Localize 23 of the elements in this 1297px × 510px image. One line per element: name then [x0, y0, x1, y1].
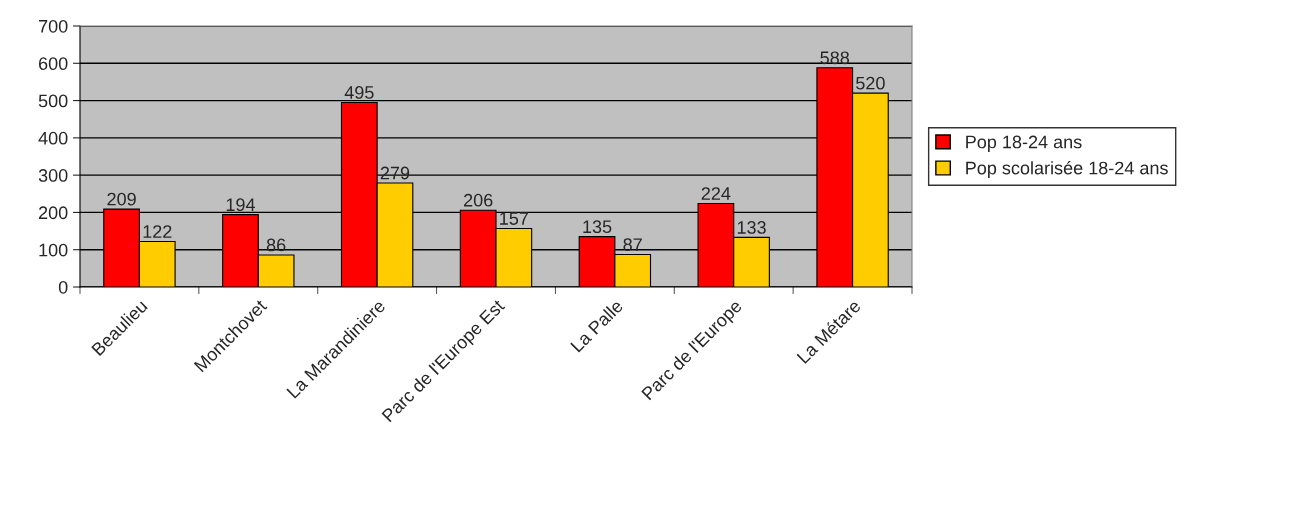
y-tick-label: 500 — [38, 94, 68, 108]
data-label: 194 — [226, 198, 255, 212]
y-tick-label: 600 — [38, 57, 68, 71]
data-label: 86 — [266, 238, 286, 252]
data-label: 133 — [737, 221, 766, 234]
data-label: 520 — [856, 76, 885, 90]
y-tick-label: 700 — [39, 19, 68, 33]
data-label: 224 — [701, 187, 731, 200]
data-label: 87 — [623, 238, 642, 251]
data-label: 588 — [820, 51, 850, 65]
y-tick-label: 300 — [38, 169, 68, 182]
data-label: 122 — [143, 225, 172, 238]
legend-label: Pop 18-24 ans — [966, 135, 1082, 152]
y-tick-label: 100 — [39, 243, 68, 257]
data-label: 209 — [107, 192, 136, 206]
data-label: 157 — [500, 212, 528, 225]
legend-label: Pop scolarisée 18-24 ans — [966, 160, 1168, 178]
data-label: 495 — [344, 86, 374, 99]
y-tick-label: 200 — [38, 206, 68, 220]
y-tick-label: 0 — [58, 280, 68, 294]
y-tick-label: 400 — [38, 131, 68, 145]
data-label: 206 — [464, 193, 493, 207]
data-label: 135 — [583, 220, 612, 234]
